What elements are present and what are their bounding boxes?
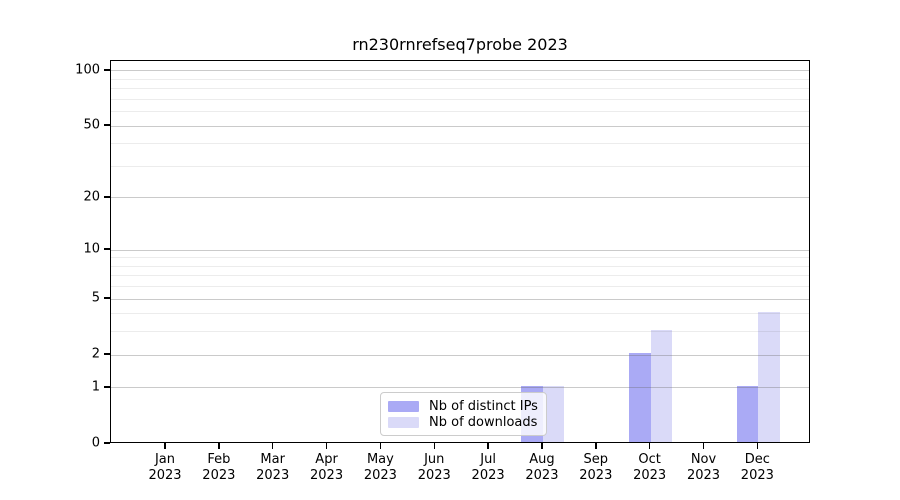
x-tick-mark <box>218 443 220 449</box>
x-tick-label: May 2023 <box>363 452 397 483</box>
x-tick-label: Oct 2023 <box>633 452 667 483</box>
gridline-minor <box>111 257 809 259</box>
y-tick-label: 50 <box>83 117 100 133</box>
legend-swatch-downloads <box>388 416 419 428</box>
y-tick-mark <box>104 248 110 250</box>
y-tick-label: 0 <box>91 435 100 451</box>
x-tick-label: Dec 2023 <box>740 452 774 483</box>
legend-item-distinct-ips: Nb of distinct IPs <box>388 398 538 414</box>
legend-swatch-distinct-ips <box>388 400 419 412</box>
gridline-major <box>111 125 809 127</box>
x-tick-mark <box>487 443 489 449</box>
x-tick-mark <box>702 443 705 449</box>
gridline-minor <box>111 286 809 288</box>
gridline-minor <box>111 165 809 167</box>
x-tick-mark <box>379 443 382 449</box>
x-tick-label: Aug 2023 <box>525 452 559 483</box>
y-axis: 0 1 2 5 10 20 50 100 <box>0 60 110 451</box>
gridline-minor <box>111 111 809 113</box>
legend-item-downloads: Nb of downloads <box>388 414 538 430</box>
bar-nb-of-distinct-ips <box>629 353 651 442</box>
x-tick-mark <box>756 443 759 449</box>
x-tick-mark <box>433 443 435 449</box>
gridline-major <box>111 197 809 199</box>
y-tick-mark <box>104 386 110 388</box>
gridline-major <box>111 249 809 251</box>
gridline-major <box>111 387 809 389</box>
x-tick-mark <box>541 443 543 449</box>
x-tick-mark <box>164 443 166 449</box>
plot-area: Nb of distinct IPs Nb of downloads <box>110 60 810 443</box>
x-tick-label: Apr 2023 <box>310 452 344 483</box>
x-tick-label: Jul 2023 <box>471 452 505 483</box>
x-tick-mark <box>648 443 651 449</box>
bar-nb-of-downloads <box>542 385 565 442</box>
y-tick-label: 20 <box>83 189 100 205</box>
x-tick-label: Feb 2023 <box>202 452 236 483</box>
y-tick-label: 1 <box>91 379 100 395</box>
y-tick-label: 5 <box>91 290 100 306</box>
bar-nb-of-distinct-ips <box>736 385 759 442</box>
gridline-minor <box>111 143 809 145</box>
x-tick-label: Jun 2023 <box>417 452 451 483</box>
y-tick-label: 100 <box>75 62 100 78</box>
gridline-major <box>111 298 809 300</box>
gridline-minor <box>111 98 809 100</box>
y-tick-mark <box>104 196 110 198</box>
x-tick-label: Mar 2023 <box>256 452 290 483</box>
y-tick-mark <box>104 353 110 355</box>
gridline-minor <box>111 265 809 267</box>
legend: Nb of distinct IPs Nb of downloads <box>380 392 547 436</box>
x-tick-mark <box>271 443 274 449</box>
bar-nb-of-downloads <box>650 329 673 442</box>
y-tick-label: 2 <box>91 346 100 362</box>
gridline-minor <box>111 88 809 90</box>
gridline-minor <box>111 275 809 277</box>
gridline-minor <box>111 331 809 333</box>
x-tick-mark <box>595 443 597 449</box>
x-tick-label: Jan 2023 <box>148 452 182 483</box>
gridline-minor <box>111 78 809 80</box>
x-tick-label: Nov 2023 <box>686 452 721 483</box>
x-axis: Jan 2023 Feb 2023 Mar 2023 Apr 2023 May 2023… <box>110 443 810 493</box>
bar-nb-of-downloads <box>758 311 780 442</box>
y-tick-mark <box>104 297 110 299</box>
x-tick-mark <box>325 443 328 449</box>
chart-title: rn230rnrefseq7probe 2023 <box>352 35 568 54</box>
y-tick-mark <box>104 442 110 444</box>
gridline-major <box>111 354 809 356</box>
gridline-minor <box>111 313 809 315</box>
y-tick-mark <box>104 69 110 71</box>
x-tick-label: Sep 2023 <box>579 452 613 483</box>
y-tick-mark <box>104 124 110 126</box>
legend-label-downloads: Nb of downloads <box>429 414 538 430</box>
y-tick-label: 10 <box>83 241 100 257</box>
legend-label-distinct-ips: Nb of distinct IPs <box>429 398 538 414</box>
gridline-major <box>111 70 809 72</box>
